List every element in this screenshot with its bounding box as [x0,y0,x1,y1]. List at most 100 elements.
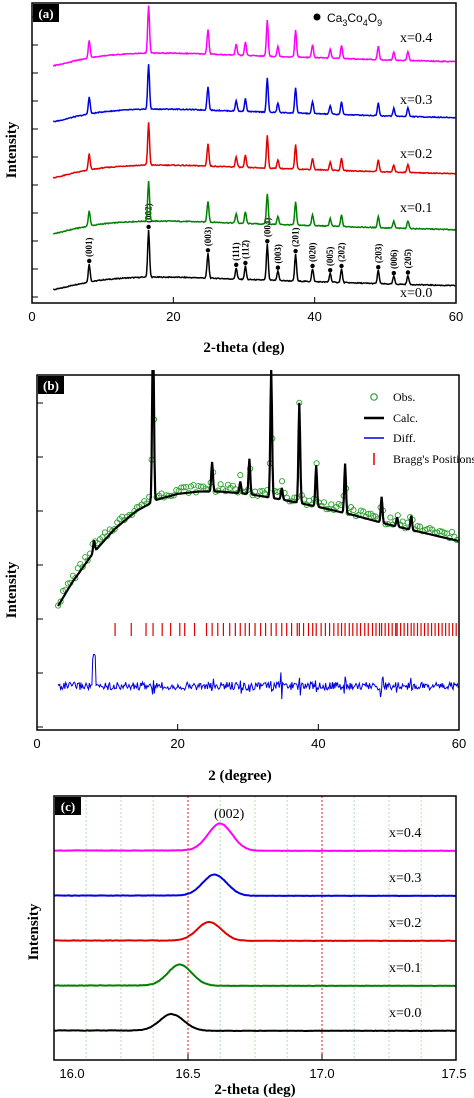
peak-marker [328,267,333,273]
panel-b-y-title: Intensity [4,561,20,618]
panel-c-gridlines [85,796,422,1060]
panel-b-tag-box [38,376,64,394]
calc-line [57,370,459,607]
obs-point [111,525,118,533]
panel-b-plot-area [55,370,460,700]
hkl-label: (201) [291,228,301,248]
legend-compound-label: Ca3Co4O9 [327,11,382,28]
series-line-x=0.0 [53,1012,457,1033]
panel-a-y-ticks [32,16,38,298]
obs-point [320,499,328,506]
series-line-x=0.1 [52,180,456,235]
hkl-label: (112̄) [240,240,250,259]
x-tick-label: 0 [28,309,35,324]
obs-point [306,497,313,504]
obs-point [279,478,286,485]
panel-a-x-title: 2-theta (deg) [203,340,284,356]
peak-marker [391,270,397,276]
peak-marker [234,262,239,268]
peak-marker [87,258,92,264]
obs-point [360,508,367,515]
obs-point [79,563,86,571]
series-line-x=0.3 [52,64,456,123]
peak-marker [405,270,411,275]
panel-b-tag: (b) [43,378,59,393]
obs-point [370,512,377,519]
panel-a-plot-area: x=0.0(001)(002)(003)(111) (112̄)(004)(003… [52,5,456,301]
series-line-x=0.0 [53,229,456,291]
hkl-label: (004) [262,218,272,238]
hkl-label: (202) [337,243,347,263]
panel-c-y-title: Intensity [26,903,42,960]
panel-c: x=0.0 x=0.1 x=0.2 x=0.3 x=0.4 16.0 16.5 17.0 17… [0,792,474,1098]
hkl-label: (001) [84,237,94,257]
obs-point [328,501,335,508]
obs-point [313,460,320,467]
peak-marker [146,224,151,230]
x-tick-label: 60 [452,736,466,751]
series-label-x=0.2: x=0.2 [400,147,432,162]
x-tick-label: 20 [170,736,184,751]
obs-point [72,575,79,582]
obs-point [448,528,456,535]
x-tick-label: 40 [311,736,325,751]
obs-point [345,509,352,517]
x-tick-label: 20 [166,309,180,324]
obs-point [416,523,424,530]
panel-b-chart: 0 20 40 60 (b) Obs. Calc. Diff. Bragg's Pos… [4,370,474,784]
obs-point [387,514,394,521]
series-line-x=0.1 [53,963,457,988]
peak-marker [275,265,281,270]
panel-a-frame [31,2,457,304]
obs-point [414,523,421,530]
panel-c-x-ticks: 16.0 16.5 17.0 17.5 [53,1054,467,1081]
hkl-label: (002) [144,203,154,223]
peak-marker [243,260,248,266]
panel-a-chart: x=0.0(001)(002)(003)(111) (112̄)(004)(003… [4,2,463,356]
peak-marker [265,238,270,244]
hkl-label: (003) [273,244,283,264]
obs-point [57,598,64,605]
series-line-x=0.4 [53,822,457,853]
peak-marker [376,264,381,270]
hkl-label: (003) [203,227,213,247]
panel-c-x-title: 2-theta (deg) [214,1082,295,1098]
legend-obs: Obs. [393,390,415,404]
legend-dot-icon [313,13,321,21]
legend-calc: Calc. [393,411,418,425]
series-label-x=0.3: x=0.3 [389,871,421,886]
panel-c-tag-box [55,797,81,815]
legend-obs-marker [370,393,378,401]
panel-b-x-ticks: 0 20 40 60 [33,724,466,751]
obs-point [350,506,357,514]
x-tick-label: 60 [449,309,463,324]
peak-marker [205,248,211,253]
obs-point [237,472,244,479]
series-label-x=0.0: x=0.0 [389,1006,421,1021]
panel-c-plot-area: x=0.0 x=0.1 x=0.2 x=0.3 x=0.4 [53,822,457,1033]
series-label-x=0.3: x=0.3 [400,93,432,108]
obs-point [441,529,448,536]
panel-c-frame [53,795,457,1061]
series-line-x=0.4 [52,5,456,67]
hkl-label: (006) [389,250,399,270]
legend-diff: Diff. [393,431,416,445]
hkl-label: (205̄) [403,249,413,269]
obs-point [217,481,224,488]
x-tick-label: 0 [33,736,40,751]
hkl-label: (005) [325,247,335,267]
series-label-x=0.1: x=0.1 [400,201,432,216]
series-label-x=0.2: x=0.2 [389,916,421,931]
x-tick-label: 16.5 [175,1066,200,1081]
panel-a-y-title: Intensity [4,121,20,178]
legend-bragg: Bragg's Positions [393,452,474,466]
series-label-x=0.1: x=0.1 [389,961,421,976]
obs-point [274,488,281,495]
hkl-label: (020) [308,242,318,262]
series-label-x=0.4: x=0.4 [400,31,432,46]
series-line-x=0.2 [52,122,456,179]
panel-b-y-ticks [37,402,43,728]
panel-a-x-ticks: 0 20 40 60 [28,297,463,324]
hkl-label: (203) [373,244,383,264]
series-line-x=0.3 [54,873,457,898]
